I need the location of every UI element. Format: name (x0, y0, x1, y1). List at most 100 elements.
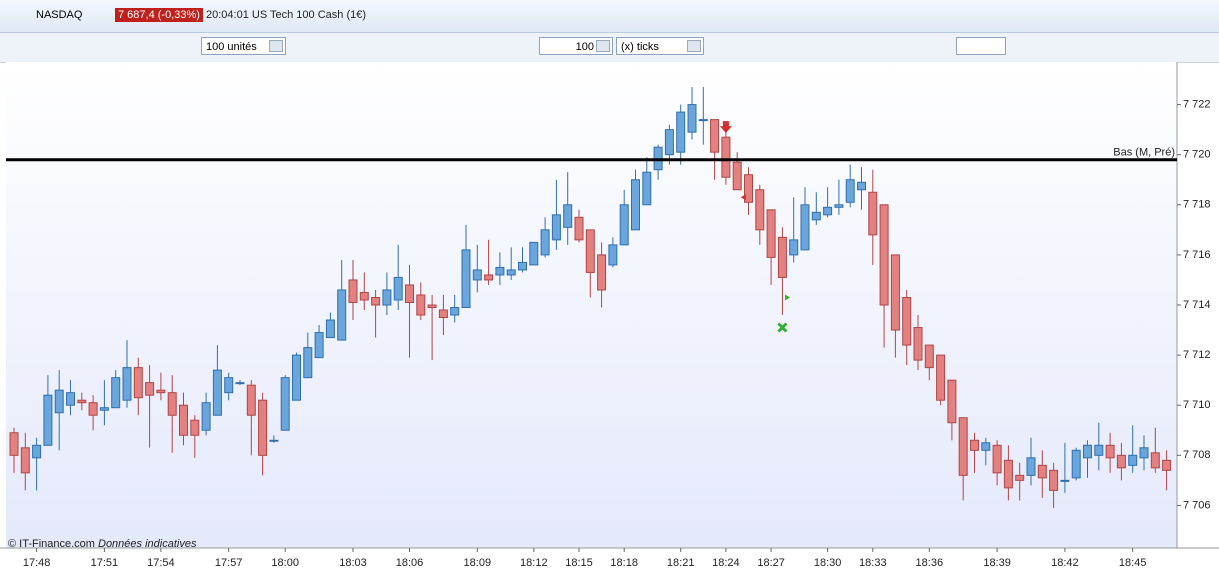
x-tick-label: 18:00 (271, 557, 299, 569)
candle-body (845, 179, 855, 203)
candle-body (190, 419, 200, 436)
candle-body (992, 444, 1002, 474)
candle-body (1139, 447, 1149, 459)
y-tick-label: 7 722 (1183, 98, 1211, 110)
x-tick-label: 18:39 (983, 557, 1011, 569)
candle-body (936, 354, 946, 401)
candle-body (744, 174, 753, 203)
candle-body (1105, 444, 1115, 459)
candle-body (642, 171, 652, 206)
marker-triangle-right (785, 294, 791, 301)
candle-body (382, 289, 392, 306)
candle-body (145, 382, 155, 396)
candle-body (506, 269, 516, 276)
candle-body (122, 367, 132, 401)
candle-body (834, 204, 844, 208)
candle-body (416, 294, 426, 316)
ticks-input[interactable]: 100 (539, 37, 613, 55)
toolbar: 100 unités 100 (x) ticks (0, 33, 1219, 63)
candle-body (1003, 459, 1013, 489)
candle-body (755, 189, 765, 231)
candle-body (156, 389, 166, 394)
candle-body (292, 354, 301, 401)
candle-body (902, 296, 912, 346)
candle-body (337, 289, 347, 341)
candle-body (438, 309, 448, 319)
candle-body (32, 444, 42, 459)
candle-body (664, 129, 674, 156)
candle-body (710, 119, 720, 153)
candle-body (461, 249, 471, 309)
candle-body (1128, 454, 1138, 466)
candle-body (54, 389, 64, 414)
candle-body (585, 229, 595, 273)
x-tick-label: 17:51 (91, 557, 119, 569)
x-tick-label: 18:33 (859, 557, 887, 569)
candle-body (1162, 459, 1172, 471)
candle-body (608, 244, 618, 266)
candle-body (20, 447, 30, 474)
candle-body (111, 377, 121, 409)
candle-body (201, 402, 211, 431)
x-tick-label: 18:15 (565, 557, 593, 569)
candle-body (1071, 449, 1081, 479)
footer-note: Données indicatives (98, 538, 197, 550)
candle-body (359, 291, 369, 301)
candle-body (167, 392, 177, 416)
candle-body (551, 214, 561, 241)
candle-body (857, 181, 866, 191)
candle-body (484, 274, 494, 281)
candle-body (348, 279, 358, 303)
candle-body (619, 204, 629, 246)
tools-button[interactable] (956, 37, 1006, 55)
x-tick-label: 18:21 (667, 557, 695, 569)
size-select[interactable]: 100 unités (201, 37, 286, 55)
y-tick-label: 7 720 (1183, 149, 1211, 161)
candle-body (1026, 457, 1036, 476)
candle-body (1015, 474, 1025, 481)
copyright: © IT-Finance.com (8, 538, 95, 550)
candle-body (405, 284, 414, 303)
x-tick-label: 18:42 (1051, 557, 1079, 569)
chart: © IT-Finance.com Données indicatives 7 7… (0, 62, 1219, 569)
marker-cross (777, 322, 788, 333)
y-tick-label: 7 710 (1183, 399, 1211, 411)
x-tick-label: 17:54 (147, 557, 175, 569)
candle-body (868, 191, 878, 236)
candle-body (427, 304, 437, 309)
x-tick-label: 18:24 (712, 557, 740, 569)
candle-body (303, 347, 313, 379)
y-tick-label: 7 718 (1183, 199, 1211, 211)
price: 7 687,4 (-0,33%) (115, 8, 203, 22)
candle-body (913, 327, 923, 361)
candle-body (224, 377, 234, 394)
instrument-info: 20:04:01 US Tech 100 Cash (1€) (206, 9, 367, 21)
x-tick-label: 18:09 (464, 557, 492, 569)
candle-body (66, 392, 75, 406)
candle-body (981, 442, 991, 451)
x-tick-label: 18:12 (520, 557, 548, 569)
symbol[interactable]: NASDAQ (36, 9, 83, 21)
y-tick-label: 7 706 (1183, 499, 1211, 511)
y-tick-label: 7 714 (1183, 299, 1211, 311)
candle-body (1116, 454, 1126, 469)
candle-body (924, 344, 934, 369)
candle-body (721, 136, 731, 178)
candle-body (9, 432, 19, 456)
candle-body (777, 236, 787, 278)
candle-body (518, 261, 527, 271)
candle-body (563, 204, 573, 228)
y-tick-label: 7 712 (1183, 349, 1211, 361)
ticks-value: 100 (575, 41, 594, 53)
candle-body (495, 266, 505, 276)
candle-body (631, 179, 640, 231)
candle-body (88, 402, 98, 416)
y-tick-label: 7 708 (1183, 449, 1211, 461)
marker-triangle-left (740, 194, 746, 201)
candle-body (314, 332, 324, 359)
candle-body (280, 377, 290, 431)
candle-body (246, 384, 256, 416)
ticks-unit-select[interactable]: (x) ticks (616, 37, 704, 55)
candle-body (947, 379, 957, 424)
